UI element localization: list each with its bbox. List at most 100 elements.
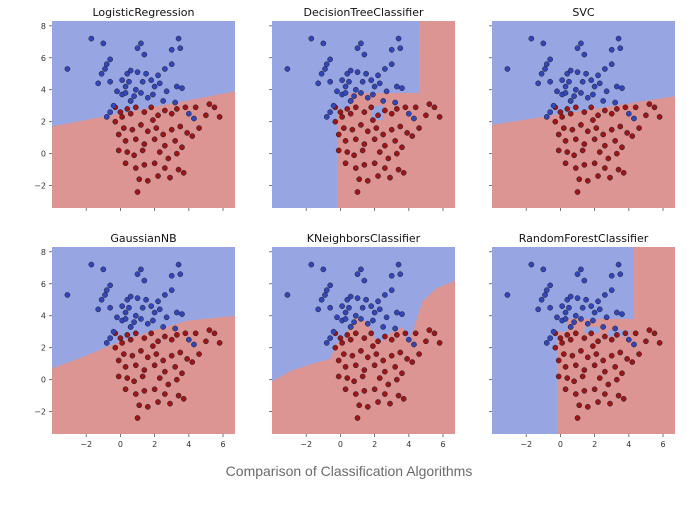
point-class1 <box>399 370 405 377</box>
point-class1 <box>344 375 351 381</box>
axes <box>489 25 664 211</box>
point-class1 <box>581 161 588 168</box>
region-class1 <box>556 318 675 434</box>
point-class1 <box>619 144 625 151</box>
point-class0 <box>399 311 405 317</box>
point-class0 <box>354 69 361 75</box>
point-class0 <box>323 287 330 294</box>
point-class0 <box>95 80 102 87</box>
point-class1 <box>358 348 364 354</box>
point-class1 <box>165 381 172 388</box>
point-class1 <box>180 395 187 402</box>
point-class0 <box>139 304 146 311</box>
point-class1 <box>607 400 613 407</box>
point-class0 <box>134 295 141 301</box>
panel-svc: SVC <box>489 6 675 211</box>
point-class0 <box>347 98 354 104</box>
point-class1 <box>122 138 129 144</box>
point-class0 <box>315 80 322 87</box>
point-class0 <box>155 72 161 79</box>
point-class0 <box>590 317 596 324</box>
point-class0 <box>405 110 412 117</box>
point-class1 <box>141 161 148 168</box>
point-class1 <box>162 368 168 375</box>
point-class1 <box>156 149 163 155</box>
point-class1 <box>620 395 627 402</box>
point-class0 <box>566 78 572 85</box>
point-class1 <box>335 373 342 380</box>
point-class0 <box>590 91 596 98</box>
point-class1 <box>216 340 223 346</box>
point-class0 <box>139 78 146 85</box>
point-class0 <box>156 80 163 87</box>
point-class0 <box>543 61 550 68</box>
point-class0 <box>308 35 315 42</box>
point-class0 <box>364 94 371 101</box>
point-class1 <box>117 335 124 341</box>
point-class1 <box>211 104 218 111</box>
point-class1 <box>643 112 649 119</box>
point-class1 <box>151 136 158 143</box>
point-class1 <box>571 152 577 159</box>
point-class1 <box>400 169 407 176</box>
point-class1 <box>629 359 636 365</box>
point-class1 <box>342 364 349 370</box>
axes: −2 0 2 4 6 <box>269 251 446 449</box>
point-class0 <box>602 66 608 72</box>
point-class1 <box>132 104 139 111</box>
x-tick-label: 6 <box>660 440 665 449</box>
point-class0 <box>559 303 565 309</box>
panel-title: RandomForestClassifier <box>519 232 649 245</box>
point-class1 <box>356 402 363 409</box>
point-class0 <box>359 78 366 85</box>
point-class1 <box>349 352 356 359</box>
point-class0 <box>383 88 390 95</box>
point-class0 <box>122 83 129 90</box>
point-class0 <box>596 80 603 87</box>
point-class1 <box>122 160 129 167</box>
point-class1 <box>382 333 388 340</box>
point-class0 <box>579 78 586 85</box>
point-class1 <box>387 174 393 181</box>
point-class0 <box>351 93 357 99</box>
point-class1 <box>608 336 615 343</box>
point-class0 <box>110 328 117 335</box>
point-class1 <box>416 125 422 131</box>
point-class1 <box>416 351 422 357</box>
point-class1 <box>581 109 588 115</box>
point-class1 <box>588 104 595 111</box>
point-class0 <box>148 303 155 309</box>
point-class0 <box>134 271 141 278</box>
point-class1 <box>559 114 565 120</box>
point-class1 <box>122 364 129 370</box>
point-class1 <box>564 375 571 381</box>
point-class1 <box>151 386 158 393</box>
point-class1 <box>608 352 615 359</box>
point-class0 <box>547 304 553 311</box>
point-class1 <box>124 332 131 338</box>
point-class1 <box>136 402 143 409</box>
point-class0 <box>138 316 144 322</box>
point-class0 <box>394 309 400 316</box>
x-tick-label: 4 <box>186 440 191 449</box>
point-class0 <box>347 324 354 330</box>
point-class0 <box>358 90 364 96</box>
point-class0 <box>138 266 144 273</box>
point-class0 <box>102 66 108 72</box>
point-class1 <box>574 415 581 421</box>
point-class0 <box>179 85 185 91</box>
point-class0 <box>395 35 402 42</box>
point-class0 <box>543 287 550 294</box>
point-class0 <box>595 298 601 305</box>
point-class1 <box>124 375 131 381</box>
point-class1 <box>184 356 190 362</box>
point-class0 <box>574 271 581 278</box>
point-class0 <box>64 292 71 298</box>
point-class1 <box>335 131 342 138</box>
x-tick-label: −2 <box>80 440 92 449</box>
x-tick-label: 0 <box>118 440 123 449</box>
point-class0 <box>151 309 158 316</box>
point-class1 <box>151 362 158 369</box>
point-class1 <box>612 364 618 370</box>
point-class1 <box>624 130 630 136</box>
